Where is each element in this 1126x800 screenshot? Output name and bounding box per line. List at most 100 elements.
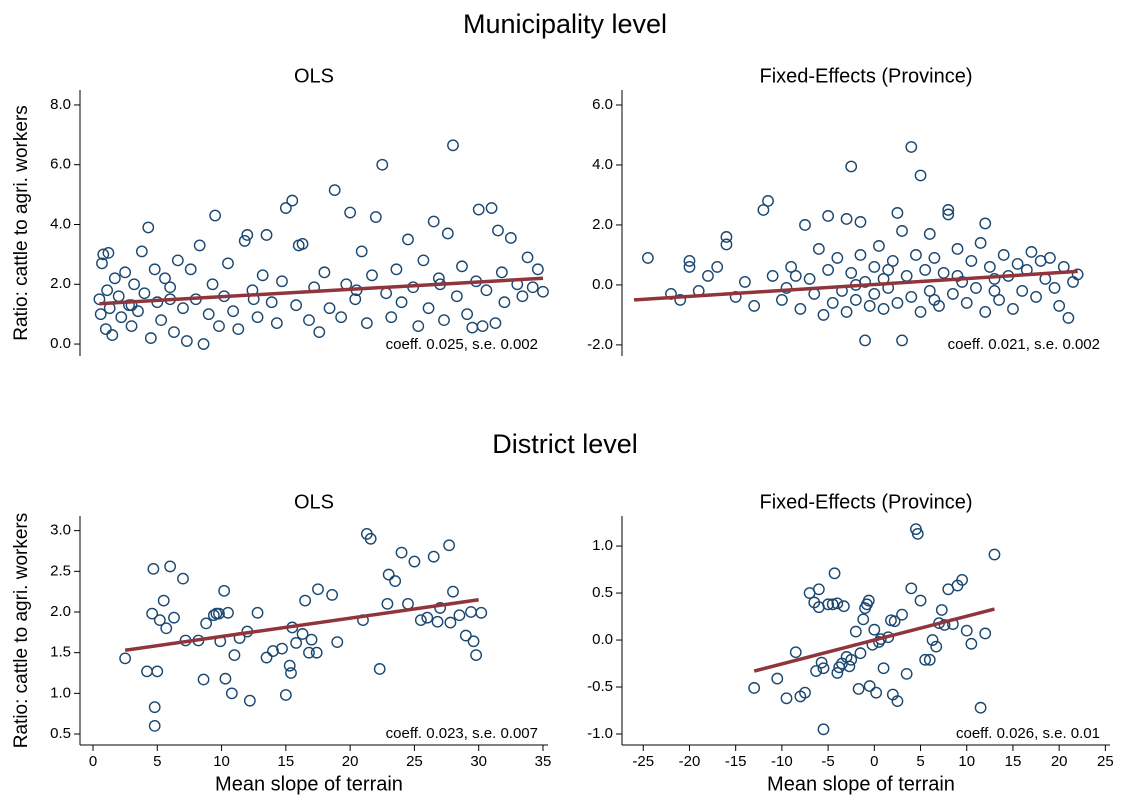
point (369, 211, 382, 223)
point (286, 194, 299, 207)
point (218, 584, 231, 597)
point (840, 213, 853, 225)
point (193, 239, 206, 252)
y-tick-label: 6.0 (50, 156, 71, 173)
y-tick-label: -0.5 (587, 678, 613, 695)
point (849, 294, 862, 306)
fit-line (124, 598, 479, 652)
y-tick-label: 4.0 (592, 156, 613, 173)
point (251, 606, 264, 619)
point (896, 225, 908, 237)
point (937, 267, 950, 279)
point (886, 255, 899, 267)
point (461, 308, 474, 321)
point (815, 656, 828, 669)
x-tick-label: 5 (153, 753, 161, 770)
y-tick-label: 3.0 (50, 522, 71, 539)
point (206, 278, 219, 291)
point (868, 623, 881, 636)
x-tick-label: 35 (535, 753, 552, 770)
point (803, 273, 816, 285)
point (422, 302, 435, 315)
point (946, 288, 959, 300)
x-tick-label: 20 (1051, 753, 1068, 770)
x-tick-label: -15 (725, 753, 747, 770)
point (331, 636, 344, 648)
point (956, 573, 969, 586)
point (119, 266, 132, 279)
point (862, 594, 875, 607)
point (106, 329, 119, 341)
point (434, 602, 447, 614)
point (197, 338, 210, 350)
point (417, 254, 430, 267)
point (142, 221, 155, 234)
point (988, 273, 1001, 285)
point (794, 303, 807, 315)
point (222, 257, 234, 270)
point (326, 589, 339, 601)
point (303, 314, 315, 327)
point (200, 617, 213, 630)
panel-title: Fixed-Effects (Province) (759, 65, 972, 87)
point (99, 323, 112, 336)
point (228, 649, 241, 662)
point (180, 335, 193, 347)
point (526, 281, 539, 294)
x-tick-label: -20 (679, 753, 701, 770)
point (859, 334, 871, 347)
point (177, 302, 189, 315)
point (168, 611, 180, 624)
point (919, 264, 932, 276)
point (450, 290, 463, 303)
point (213, 320, 225, 333)
point (238, 235, 251, 247)
point (873, 240, 885, 252)
annotation: coeff. 0.025, s.e. 0.002 (386, 336, 538, 353)
annotation: coeff. 0.021, s.e. 0.002 (948, 336, 1100, 353)
point (780, 282, 793, 294)
point (171, 254, 184, 267)
point (360, 317, 373, 330)
y-tick-label: 0.0 (50, 335, 71, 352)
point (279, 202, 292, 214)
point (285, 667, 297, 679)
point (919, 653, 932, 666)
point (812, 583, 825, 596)
point (467, 635, 480, 648)
point (382, 568, 395, 581)
point (812, 243, 825, 255)
point (227, 305, 240, 318)
point (366, 269, 378, 282)
point (459, 629, 472, 642)
point (256, 269, 269, 282)
point (1030, 291, 1042, 303)
point (296, 628, 309, 640)
point (303, 646, 315, 659)
point (965, 255, 978, 267)
point (135, 245, 148, 258)
point (979, 306, 992, 318)
y-tick-label: 0.0 (592, 631, 613, 648)
y-axis-label: Ratio: cattle to agri. workers (11, 105, 32, 340)
point (222, 606, 234, 619)
point (159, 272, 171, 285)
point (153, 614, 166, 627)
point (877, 662, 890, 675)
point (822, 210, 835, 222)
point (789, 270, 802, 282)
point (243, 694, 256, 707)
point (381, 597, 394, 610)
x-tick-label: 0 (870, 753, 878, 770)
point (125, 299, 138, 312)
point (421, 611, 434, 624)
y-tick-label: 2.0 (50, 603, 71, 620)
fit-line (99, 276, 544, 306)
y-tick-label: 8.0 (50, 96, 71, 113)
point (720, 231, 733, 243)
section-title: District level (492, 429, 638, 459)
point (313, 326, 326, 338)
point (854, 216, 867, 228)
point (276, 642, 288, 655)
